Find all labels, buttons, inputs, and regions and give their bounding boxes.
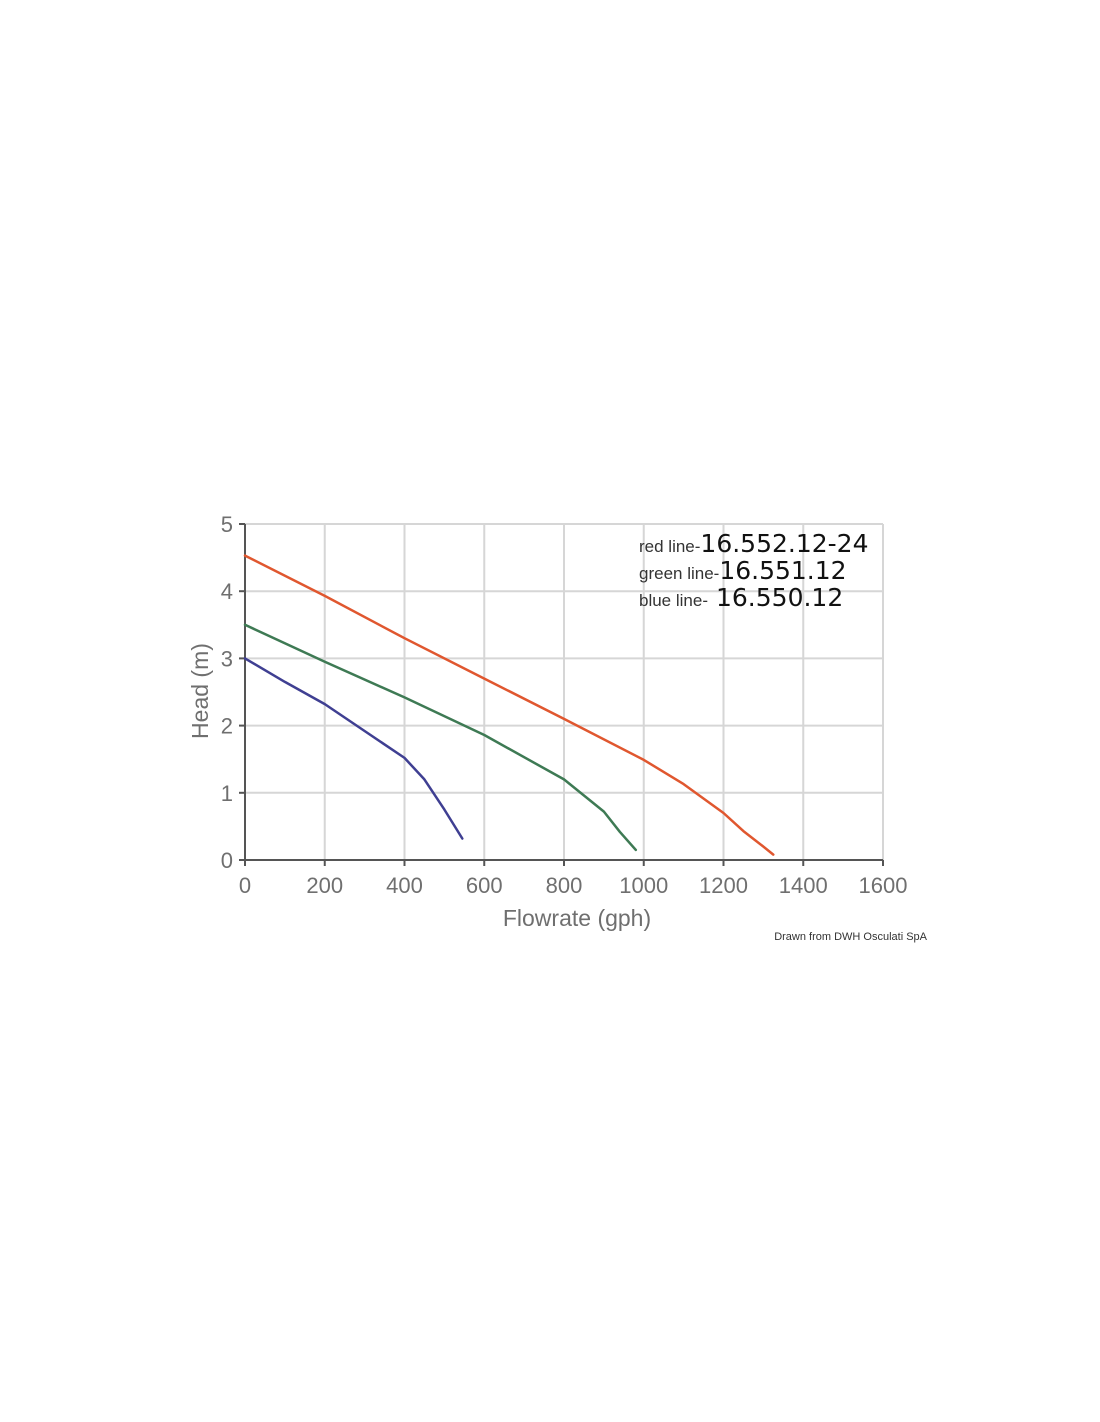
y-axis-title: Head (m) (187, 643, 213, 739)
y-tick-label-3: 3 (221, 646, 233, 671)
y-tick-label-1: 1 (221, 781, 233, 806)
y-tick-label-0: 0 (221, 848, 233, 873)
legend-prefix-2: blue line- (639, 591, 708, 610)
x-tick-label-5: 1000 (619, 873, 668, 898)
legend-code-0: 16.552.12-24 (700, 529, 868, 558)
chart-tick-labels: 0 200 400 600 800 1000 1200 1400 1600 0 1 2 3 4 5 (221, 512, 908, 898)
x-tick-label-1: 200 (306, 873, 343, 898)
x-tick-label-7: 1400 (779, 873, 828, 898)
legend-prefix-0: red line- (639, 537, 700, 556)
legend-prefix-1: green line- (639, 564, 719, 583)
x-tick-label-4: 800 (546, 873, 583, 898)
x-tick-label-8: 1600 (859, 873, 908, 898)
x-tick-label-3: 600 (466, 873, 503, 898)
chart-grid (245, 523, 884, 860)
x-axis-title: Flowrate (gph) (503, 905, 651, 931)
legend-entry-2: blue line- 16.550.12 (639, 583, 843, 612)
legend-entry-0: red line-16.552.12-24 (639, 529, 869, 558)
x-tick-label-6: 1200 (699, 873, 748, 898)
chart-axes (239, 523, 884, 866)
y-tick-label-2: 2 (221, 714, 233, 739)
legend-code-1: 16.551.12 (719, 556, 846, 585)
series-line-1 (243, 623, 638, 852)
x-tick-label-2: 400 (386, 873, 423, 898)
legend-entry-1: green line-16.551.12 (639, 556, 847, 585)
series-line-2 (243, 657, 464, 840)
legend-code-2: 16.550.12 (716, 583, 843, 612)
y-tick-label-5: 5 (221, 512, 233, 537)
credit-note: Drawn from DWH Osculati SpA (774, 931, 927, 943)
chart-series (243, 554, 775, 856)
series-line-0 (243, 554, 775, 856)
y-tick-label-4: 4 (221, 579, 233, 604)
x-tick-label-0: 0 (239, 873, 251, 898)
